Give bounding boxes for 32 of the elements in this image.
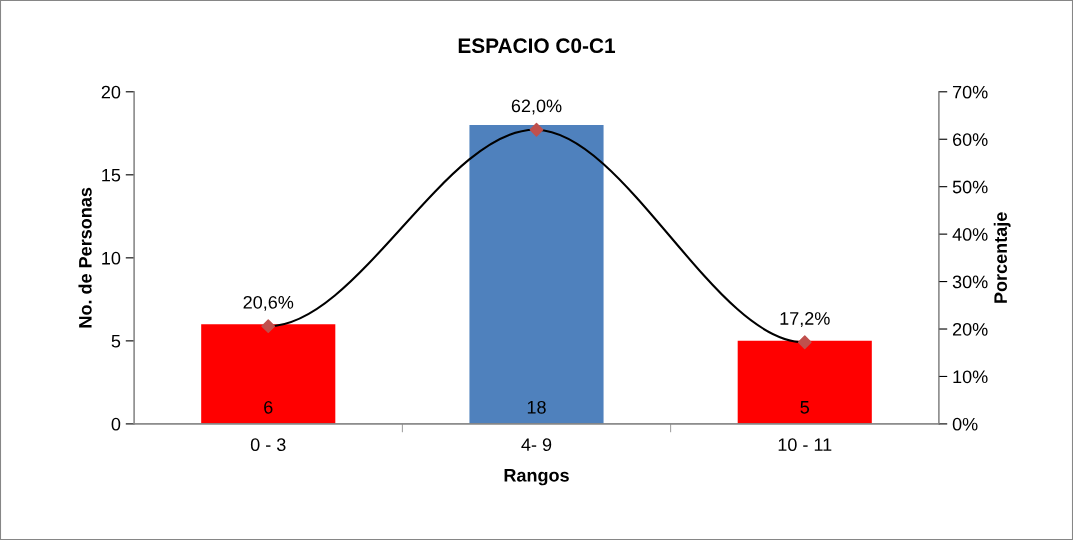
data-label: 20,6% [243, 295, 294, 311]
y-tick-label: 5 [111, 335, 121, 348]
data-label: 5 [800, 401, 810, 414]
y2-axis-title: Porcentaje [993, 212, 1011, 303]
y-axis-title: No. de Personas [78, 187, 92, 328]
data-label: 17,2% [780, 312, 830, 327]
y2-tick-label: 30% [952, 275, 988, 289]
y2-tick-label: 60% [952, 133, 988, 146]
point [261, 319, 276, 334]
y2-tick-label: 0% [952, 417, 978, 431]
point [529, 122, 544, 137]
x-tick-label: 10 - 11 [778, 438, 832, 452]
y2-tick-label: 70% [952, 85, 988, 99]
y-tick-label: 15 [102, 168, 121, 182]
bar [469, 125, 604, 424]
x-tick-label: 4- 9 [521, 438, 552, 452]
y-tick-label: 10 [102, 251, 121, 265]
data-label: 62,0% [511, 99, 562, 115]
bar [201, 324, 336, 424]
data-label: 6 [264, 400, 273, 414]
y-tick-label: 20 [101, 85, 121, 99]
chart-title: ESPACIO C0-C1 [458, 38, 616, 54]
point [797, 335, 812, 350]
y2-tick-label: 50% [952, 180, 988, 194]
x-axis-title: Rangos [504, 469, 569, 486]
y-tick-label: 0 [111, 417, 121, 431]
y2-tick-label: 20% [952, 322, 988, 336]
x-tick-label: 0 - 3 [250, 438, 286, 452]
y2-tick-label: 40% [952, 228, 988, 241]
data-label: 18 [527, 400, 546, 414]
bar [737, 340, 872, 424]
y2-tick-label: 10% [953, 370, 988, 384]
